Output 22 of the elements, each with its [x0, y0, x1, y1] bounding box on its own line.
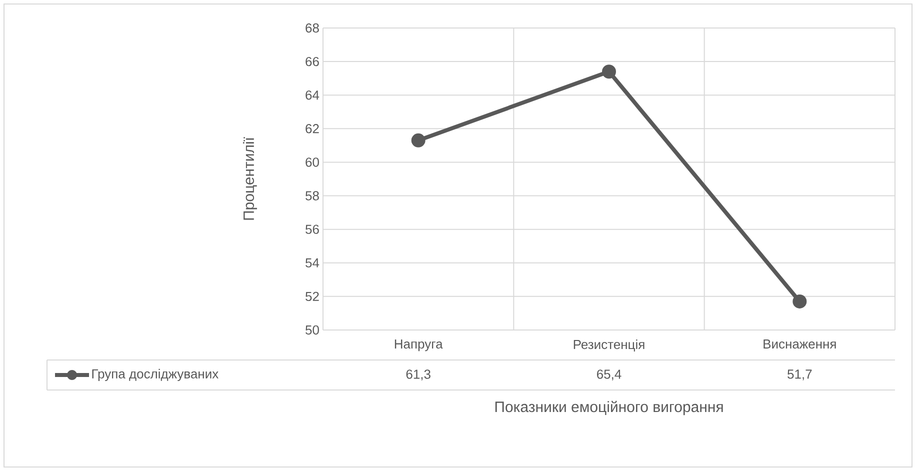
x-tick-label: Виснаження: [764, 340, 836, 349]
y-tick-label: 52: [306, 292, 319, 302]
point: [602, 64, 616, 79]
y-axis-title: Процентилії: [243, 137, 257, 220]
data-label: 61,3: [406, 370, 430, 380]
y-tick-label: 64: [306, 90, 320, 100]
data-label: 51,7: [788, 370, 812, 380]
y-tick-label: 62: [306, 124, 319, 134]
y-tick-label: 66: [306, 56, 319, 66]
x-tick-label: Резистенція: [574, 340, 644, 352]
y-tick-label: 68: [306, 23, 319, 33]
x-axis-title: Показники емоційного вигорання: [495, 400, 723, 416]
y-tick-label: 54: [306, 258, 320, 268]
y-tick-label: 50: [306, 325, 319, 335]
y-tick-label: 60: [306, 158, 319, 167]
y-tick-label: 56: [306, 224, 319, 234]
point: [792, 294, 807, 308]
data-label: 65,4: [597, 370, 622, 380]
point: [411, 133, 426, 148]
legend-label: Група досліджуваних: [92, 368, 218, 382]
y-tick-label: 58: [306, 191, 319, 200]
x-tick-label: Напруга: [394, 340, 443, 352]
